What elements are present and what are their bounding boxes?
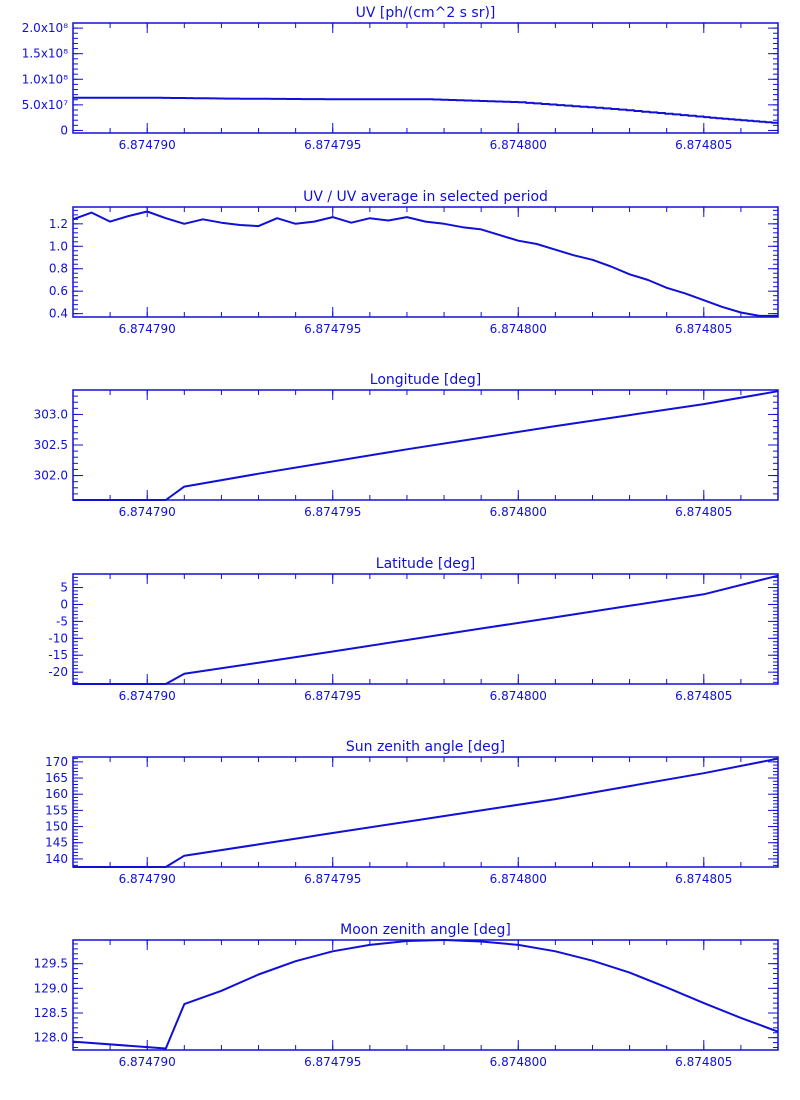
y-tick-label: 129.0 — [34, 981, 68, 995]
y-tick-label: 128.0 — [34, 1031, 68, 1045]
plot-frame — [72, 573, 779, 685]
chart-panel-2: UV / UV average in selected period 6.8747… — [49, 189, 779, 336]
plot-frame — [72, 22, 779, 134]
y-tick-label: 155 — [45, 803, 68, 817]
y-tick-label: 150 — [45, 820, 68, 834]
y-tick-label: 0 — [60, 597, 68, 611]
x-tick-label: 6.874800 — [490, 505, 547, 519]
y-tick-label: 165 — [45, 771, 68, 785]
chart-title: UV [ph/(cm^2 s sr)] — [356, 5, 496, 21]
y-tick-label: 140 — [45, 852, 68, 866]
chart-panel-3: Longitude [deg] 6.874790 6.874795 6.874800 6… — [34, 372, 779, 519]
series-line — [73, 757, 779, 868]
x-tick-label: 6.874795 — [304, 505, 361, 519]
y-tick-label: 2.0x10⁸ — [22, 21, 68, 35]
chart-panel-6: Moon zenith angle [deg] 6.874790 6.874795 6… — [34, 922, 779, 1069]
series-line — [72, 210, 778, 317]
x-tick-label: 6.874805 — [675, 872, 732, 886]
chart-panel-4: Latitude [deg] 6.874790 6.874795 6.874800 6.… — [48, 556, 779, 703]
y-tick-label: 145 — [45, 836, 68, 850]
y-tick-label: 302.5 — [34, 438, 68, 452]
x-tick-label: 6.874805 — [675, 1055, 732, 1069]
x-tick-label: 6.874795 — [304, 322, 361, 336]
x-tick-label: 6.874790 — [119, 505, 176, 519]
x-tick-label: 6.874790 — [119, 138, 176, 152]
x-tick-label: 6.874805 — [675, 322, 732, 336]
x-tick-label: 6.874795 — [304, 872, 361, 886]
x-tick-label: 6.874795 — [304, 138, 361, 152]
series-line — [72, 939, 779, 1050]
y-tick-label: 302.0 — [34, 469, 68, 483]
chart-title: Moon zenith angle [deg] — [340, 922, 511, 938]
y-tick-label: 1.0x10⁸ — [22, 72, 68, 86]
y-tick-label: -15 — [48, 648, 68, 662]
y-tick-label: 1.2 — [49, 217, 68, 231]
x-tick-label: 6.874800 — [490, 138, 547, 152]
x-tick-label: 6.874805 — [675, 689, 732, 703]
chart-title: Longitude [deg] — [370, 372, 481, 388]
y-tick-label: 0.8 — [49, 262, 68, 276]
x-tick-label: 6.874795 — [304, 689, 361, 703]
x-tick-label: 6.874800 — [490, 872, 547, 886]
y-tick-label: 0.4 — [49, 307, 68, 321]
series-line — [73, 574, 779, 685]
y-tick-label: -10 — [48, 631, 68, 645]
plot-frame — [72, 939, 779, 1051]
y-tick-label: 1.0 — [49, 239, 68, 253]
x-tick-label: 6.874800 — [490, 689, 547, 703]
chart-title: Latitude [deg] — [376, 556, 475, 572]
plot-frame — [72, 206, 779, 318]
y-tick-label: -5 — [56, 614, 68, 628]
plot-frame — [72, 756, 779, 868]
y-tick-label: -20 — [48, 665, 68, 679]
y-tick-label: 129.5 — [34, 957, 68, 971]
x-tick-label: 6.874800 — [490, 322, 547, 336]
y-tick-label: 160 — [45, 787, 68, 801]
series-line — [73, 390, 779, 501]
chart-title: Sun zenith angle [deg] — [346, 739, 505, 755]
chart-panel-1: UV [ph/(cm^2 s sr)] 6.874790 6.874795 6.874… — [22, 5, 779, 152]
y-tick-label: 128.5 — [34, 1006, 68, 1020]
x-tick-label: 6.874790 — [119, 322, 176, 336]
y-tick-label: 0 — [60, 123, 68, 137]
y-tick-label: 170 — [45, 755, 68, 769]
y-tick-label: 5.0x10⁷ — [22, 98, 68, 112]
y-tick-label: 0.6 — [49, 284, 68, 298]
x-tick-label: 6.874790 — [119, 872, 176, 886]
y-tick-label: 303.0 — [34, 407, 68, 421]
x-tick-label: 6.874800 — [490, 1055, 547, 1069]
x-tick-label: 6.874790 — [119, 1055, 176, 1069]
x-tick-label: 6.874805 — [675, 505, 732, 519]
x-tick-label: 6.874795 — [304, 1055, 361, 1069]
x-tick-label: 6.874790 — [119, 689, 176, 703]
y-tick-label: 1.5x10⁸ — [22, 47, 68, 61]
chart-title: UV / UV average in selected period — [303, 189, 548, 205]
x-tick-label: 6.874805 — [675, 138, 732, 152]
plot-frame — [72, 389, 779, 501]
series-line — [73, 96, 778, 124]
y-tick-label: 5 — [60, 581, 68, 595]
chart-panel-5: Sun zenith angle [deg] 6.874790 6.874795 6.… — [45, 739, 779, 886]
